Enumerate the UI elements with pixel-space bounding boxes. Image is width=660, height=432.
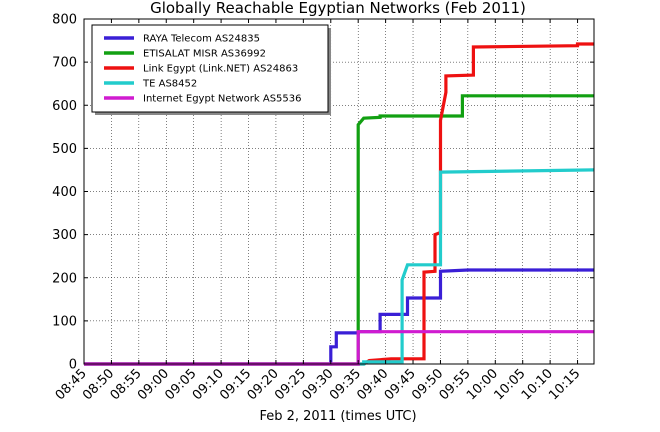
y-tick-label: 100 — [52, 314, 77, 329]
y-axis-ticks: 0 100 200 300 400 500 600 700 800 — [52, 13, 594, 373]
legend-label: TE AS8452 — [142, 79, 197, 90]
y-tick-label: 800 — [52, 13, 77, 28]
y-tick-label: 400 — [52, 185, 77, 200]
legend-label: ETISALAT MISR AS36992 — [143, 49, 266, 60]
chart-title: Globally Reachable Egyptian Networks (Fe… — [150, 0, 526, 17]
y-tick-label: 700 — [52, 56, 77, 71]
y-tick-label: 0 — [69, 358, 77, 373]
series-line — [84, 268, 594, 366]
legend-label: RAYA Telecom AS24835 — [143, 34, 260, 45]
y-tick-label: 300 — [52, 228, 77, 243]
legend-label: Internet Egypt Network AS5536 — [143, 94, 302, 105]
series-line — [84, 42, 594, 366]
x-axis-label: Feb 2, 2011 (times UTC) — [259, 409, 416, 424]
series-line — [84, 168, 595, 366]
legend: RAYA Telecom AS24835 ETISALAT MISR AS3699… — [91, 24, 331, 115]
series-line — [84, 330, 594, 366]
y-tick-label: 600 — [52, 99, 77, 114]
legend-label: Link Egypt (Link.NET) AS24863 — [143, 64, 298, 75]
x-tick-label: 10:15 — [546, 366, 583, 403]
y-tick-label: 200 — [52, 271, 77, 286]
y-tick-label: 500 — [52, 142, 77, 157]
series-line — [84, 94, 594, 366]
